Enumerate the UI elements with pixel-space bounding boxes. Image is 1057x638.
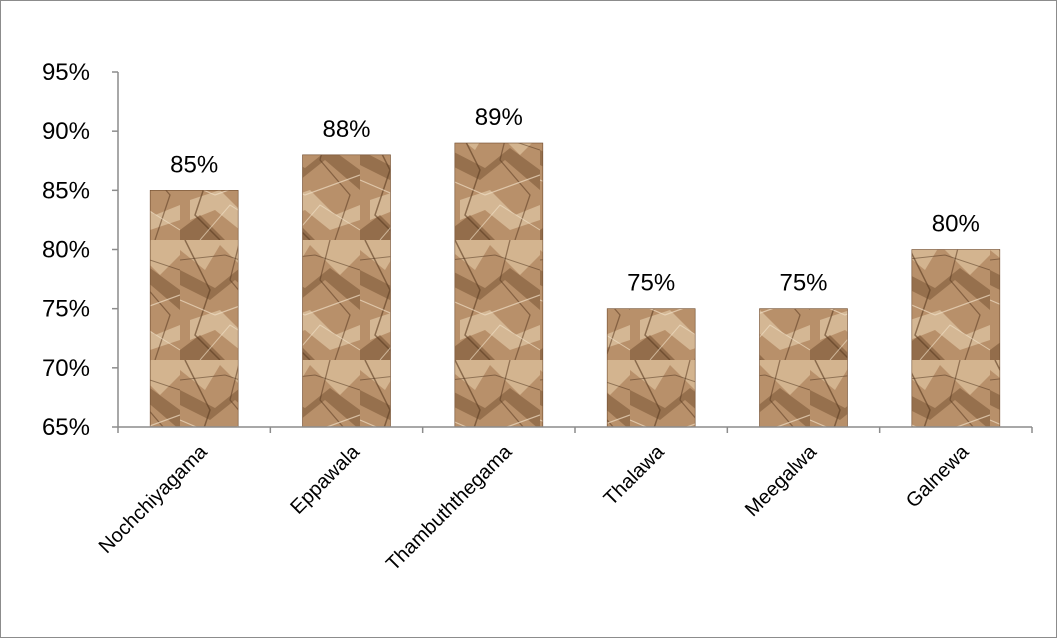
data-label: 89%: [475, 104, 523, 131]
data-label: 85%: [170, 151, 218, 178]
x-category-label: Eppawala: [286, 440, 364, 518]
bar-thalawa: [606, 308, 696, 428]
bar-nochchiyagama: [149, 190, 239, 428]
y-tick-label: 80%: [42, 237, 90, 264]
bar-galnewa: [911, 249, 1001, 428]
data-label: 75%: [627, 270, 675, 297]
bar-eppawala: [302, 154, 391, 428]
y-tick-label: 70%: [42, 355, 90, 382]
x-category-label: Galnewa: [902, 440, 974, 512]
bar-thambuththegama: [454, 142, 544, 428]
data-label: 80%: [932, 211, 980, 238]
x-category-label: Thalawa: [600, 440, 670, 510]
y-tick-label: 90%: [42, 118, 90, 145]
y-tick-label: 85%: [42, 177, 90, 204]
x-category-label: Meegalwa: [741, 440, 822, 521]
x-axis: Nochchiyagama Eppawala Thambuththegama Thal…: [95, 426, 1033, 575]
bars: 85% 88% 89% 75% 75% 80%: [149, 104, 1001, 428]
y-tick-label: 75%: [42, 296, 90, 323]
y-tick-label: 95%: [42, 59, 90, 86]
y-tick-label: 65%: [42, 414, 90, 441]
bar-meegalwa: [759, 308, 848, 428]
data-label: 88%: [322, 116, 370, 143]
y-axis: 65% 70% 75% 80% 85% 90% 95%: [42, 59, 119, 441]
x-category-label: Nochchiyagama: [95, 440, 213, 558]
x-category-label: Thambuththegama: [382, 440, 517, 575]
data-label: 75%: [779, 270, 827, 297]
